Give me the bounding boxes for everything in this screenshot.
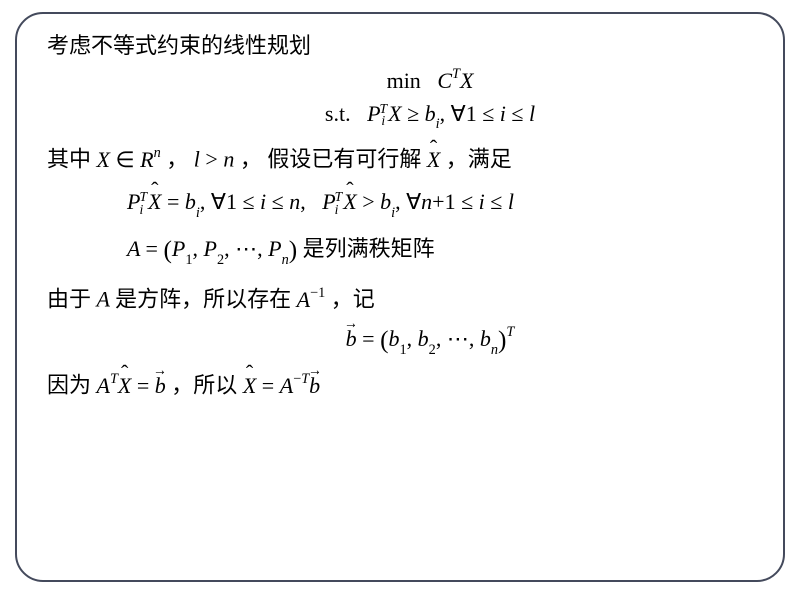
slide-frame: 考虑不等式约束的线性规划 min CTX s.t. PTiX ≥ bi, ∀1 … (15, 12, 785, 582)
text-intro: 考虑不等式约束的线性规划 (47, 32, 753, 61)
text-conclusion: 因为 ATX = b ，所以 X = A−Tb (47, 371, 753, 400)
eq-objective: min CTX (47, 67, 753, 96)
eq-constraint: s.t. PTiX ≥ bi, ∀1 ≤ i ≤ l (47, 100, 753, 132)
eq-feasible: PTiX = bi, ∀1 ≤ i ≤ n, PTiX > bi, ∀n+1 ≤… (47, 188, 753, 220)
text-where: 其中 X ∈ Rn ， l > n ， 假设已有可行解 X ，满足 (47, 145, 753, 174)
text-inverse: 由于 A 是方阵，所以存在 A−1 ，记 (47, 285, 753, 314)
eq-matrix-A: A = (P1, P2, ⋯, Pn) 是列满秩矩阵 (47, 234, 753, 267)
eq-b-vector: b = (b1, b2, ⋯, bn)T (47, 324, 753, 357)
